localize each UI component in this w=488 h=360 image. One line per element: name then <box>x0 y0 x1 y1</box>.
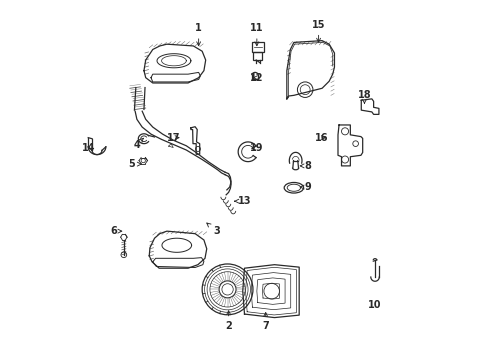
Text: 1: 1 <box>195 23 202 46</box>
Text: 8: 8 <box>300 161 311 171</box>
Text: 19: 19 <box>249 143 263 153</box>
Bar <box>252 42 263 52</box>
Text: 6: 6 <box>110 226 122 236</box>
Text: 11: 11 <box>249 23 263 46</box>
Text: 2: 2 <box>225 311 231 332</box>
Text: 17: 17 <box>167 133 181 143</box>
Text: 10: 10 <box>367 300 381 310</box>
Text: 15: 15 <box>311 20 325 42</box>
Text: 5: 5 <box>128 159 141 169</box>
Text: 18: 18 <box>357 90 370 103</box>
Text: 13: 13 <box>234 196 251 206</box>
Text: 3: 3 <box>206 223 219 236</box>
Text: 7: 7 <box>262 312 268 332</box>
Text: 16: 16 <box>315 133 328 143</box>
Text: 14: 14 <box>81 143 95 153</box>
Bar <box>253 52 262 60</box>
Text: 4: 4 <box>133 138 143 150</box>
Text: 12: 12 <box>249 73 263 83</box>
Text: 9: 9 <box>300 182 311 192</box>
